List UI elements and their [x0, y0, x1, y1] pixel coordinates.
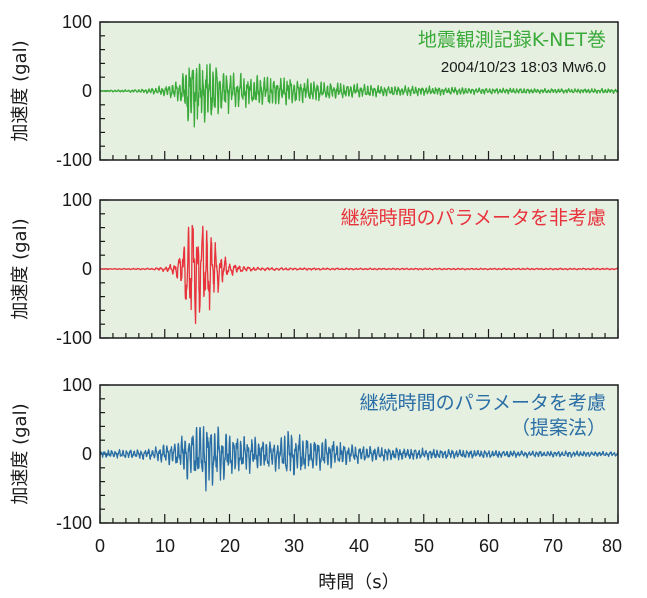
ytick-label-no-duration-minus-100: -100 — [56, 328, 92, 348]
xtick-label-10: 10 — [155, 536, 175, 556]
title-with-duration: 継続時間のパラメータを考慮 — [360, 392, 606, 414]
xtick-label-60: 60 — [479, 536, 499, 556]
panel-knet-record: 100 0 -100 加速度 (gal) 地震観測記録K-NET巻 2004/1… — [10, 12, 619, 170]
panel-no-duration: 100 0 -100 加速度 (gal) 継続時間のパラメータを非考慮 — [10, 190, 619, 348]
ylabel-knet: 加速度 (gal) — [10, 40, 31, 141]
title-knet: 地震観測記録K-NET巻 — [418, 29, 606, 51]
ylabel-no-duration: 加速度 (gal) — [10, 218, 31, 319]
xtick-label-0: 0 — [95, 536, 105, 556]
xtick-label-70: 70 — [543, 536, 563, 556]
plot-frame-with-duration — [99, 384, 619, 524]
ytick-label-knet-0: 0 — [82, 81, 92, 101]
ytick-label-no-duration-0: 0 — [82, 259, 92, 279]
plot-frame-knet — [99, 21, 619, 161]
ytick-label-knet-minus-100: -100 — [56, 150, 92, 170]
subtitle-proposed-method: （提案法） — [511, 417, 606, 439]
xtick-label-30: 30 — [284, 536, 304, 556]
xlabel-time: 時間（s） — [318, 572, 399, 593]
series-line-with-duration — [99, 426, 619, 492]
xtick-label-50: 50 — [414, 536, 434, 556]
subtitle-knet-event: 2004/10/23 18:03 Mw6.0 — [441, 59, 606, 76]
ytick-label-no-duration-100: 100 — [62, 190, 92, 210]
title-no-duration: 継続時間のパラメータを非考慮 — [341, 207, 606, 229]
ytick-label-with-duration-0: 0 — [82, 444, 92, 464]
series-line-knet — [99, 63, 619, 128]
ytick-label-with-duration-minus-100: -100 — [56, 513, 92, 533]
ylabel-with-duration: 加速度 (gal) — [10, 403, 31, 504]
plot-frame-no-duration — [99, 199, 619, 339]
series-line-no-duration — [99, 224, 619, 325]
panel-with-duration: 100 0 -100 加速度 (gal) 継続時間のパラメータを考慮 （提案法）… — [10, 375, 622, 593]
xtick-label-40: 40 — [349, 536, 369, 556]
ytick-label-with-duration-100: 100 — [62, 375, 92, 395]
ytick-label-knet-100: 100 — [62, 12, 92, 32]
xtick-label-80: 80 — [602, 536, 622, 556]
xtick-label-20: 20 — [220, 536, 240, 556]
axis-ticks-with-duration — [99, 384, 619, 524]
